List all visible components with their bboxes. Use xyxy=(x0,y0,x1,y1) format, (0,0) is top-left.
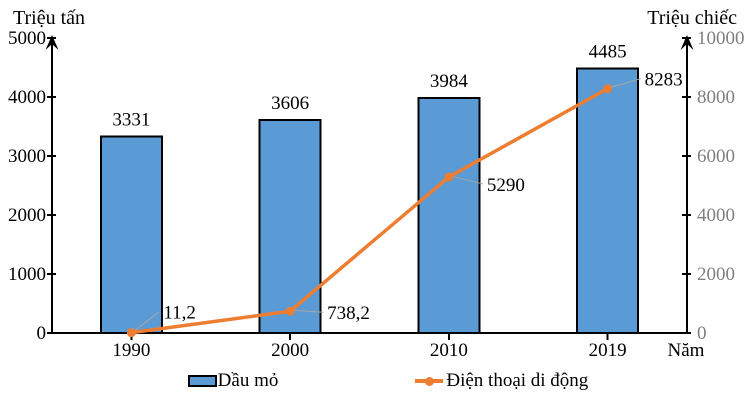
bar-1990 xyxy=(99,135,163,334)
right-axis-tick-label: 2000 xyxy=(697,264,735,285)
legend-item-phone: Điện thoại di động xyxy=(415,370,588,392)
right-axis-title: Triệu chiếc xyxy=(647,7,737,29)
bar-2019 xyxy=(576,67,640,334)
phone-legend-label: Điện thoại di động xyxy=(446,370,589,391)
left-axis-tick-label: 0 xyxy=(37,323,47,344)
legend-item-oil: Dầu mỏ xyxy=(187,370,279,392)
line-label-2010: 5290 xyxy=(487,175,525,196)
left-axis-title: Triệu tấn xyxy=(13,7,85,29)
phone-marker-dot xyxy=(424,376,434,386)
right-axis-tick-label: 6000 xyxy=(697,146,735,167)
leader-line-2019 xyxy=(609,78,641,89)
x-tick-label-2019: 2019 xyxy=(589,340,627,361)
oil-bar-swatch xyxy=(187,375,217,387)
bar-label-2019: 4485 xyxy=(589,41,627,62)
leader-line-1990 xyxy=(133,311,160,333)
left-axis-tick-label: 2000 xyxy=(8,205,46,226)
left-axis-tick-label: 1000 xyxy=(8,264,46,285)
x-tick-label-2000: 2000 xyxy=(271,340,309,361)
left-axis-tick-label: 3000 xyxy=(8,146,46,167)
bar-2010 xyxy=(417,96,481,334)
bar-label-1990: 3331 xyxy=(112,109,150,130)
bar-label-2010: 3984 xyxy=(430,71,469,92)
leader-line-2010 xyxy=(450,175,483,185)
oil-legend-label: Dầu mỏ xyxy=(217,370,279,391)
legend: Dầu mỏ Điện thoại di động xyxy=(14,364,748,398)
phone-line-series xyxy=(131,87,609,335)
line-point-1990 xyxy=(126,328,136,338)
combo-chart: Triệu tấn Triệu chiếcNăm01000200030004000… xyxy=(8,7,745,361)
right-axis-tick-label: 10000 xyxy=(697,28,745,49)
line-point-2019 xyxy=(603,84,613,94)
line-point-2010 xyxy=(444,172,454,182)
line-label-2019: 8283 xyxy=(645,70,683,91)
bar-label-2000: 3606 xyxy=(271,93,309,114)
x-tick-label-2010: 2010 xyxy=(430,340,468,361)
phone-line-swatch xyxy=(415,376,444,386)
right-axis-tick-label: 4000 xyxy=(697,205,735,226)
line-point-2000 xyxy=(285,306,295,316)
line-label-1990: 11,2 xyxy=(163,303,196,324)
left-axis-arrowhead xyxy=(45,35,59,50)
right-axis-tick-label: 0 xyxy=(697,323,707,344)
x-axis-title: Năm xyxy=(668,340,705,361)
right-axis-tick-label: 8000 xyxy=(697,87,735,108)
right-axis-arrowhead xyxy=(680,35,694,50)
x-tick-label-1990: 1990 xyxy=(112,340,150,361)
bar-2000 xyxy=(258,119,322,334)
left-axis-tick-label: 4000 xyxy=(8,87,46,108)
line-label-2000: 738,2 xyxy=(327,303,370,324)
left-axis-tick-label: 5000 xyxy=(8,28,46,49)
leader-line-2000 xyxy=(292,309,324,313)
